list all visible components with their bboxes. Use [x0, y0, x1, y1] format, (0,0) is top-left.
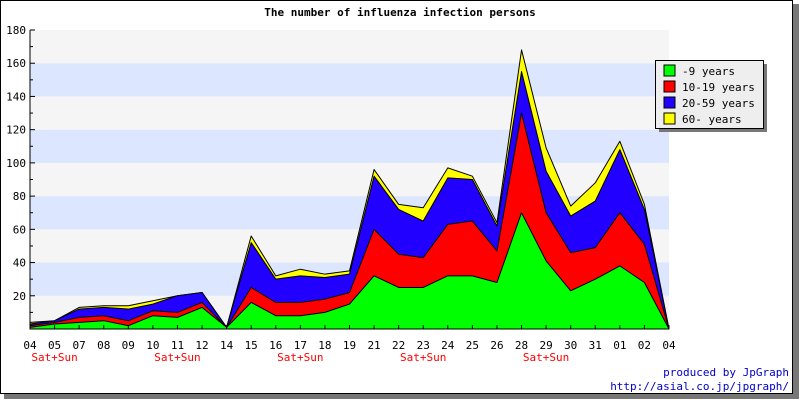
legend-swatch: [663, 96, 676, 109]
footer-credit: produced by JpGraph: [663, 366, 789, 379]
x-tick-label: 11: [171, 339, 184, 352]
x-tick-label: 18: [318, 339, 331, 352]
x-tick-label: 16: [269, 339, 282, 352]
weekend-label: Sat+Sun: [400, 351, 446, 364]
x-tick-label: 21: [367, 339, 380, 352]
y-tick-label: 80: [13, 190, 26, 203]
x-tick-label: 31: [589, 339, 602, 352]
weekend-label: Sat+Sun: [31, 351, 77, 364]
x-tick-label: 29: [539, 339, 552, 352]
x-tick-label: 23: [417, 339, 430, 352]
x-tick-label: 14: [220, 339, 234, 352]
x-tick-label: 17: [294, 339, 307, 352]
y-tick-label: 40: [13, 257, 26, 270]
grid-band: [30, 129, 669, 163]
weekend-label: Sat+Sun: [523, 351, 569, 364]
x-tick-label: 19: [343, 339, 356, 352]
legend-swatch: [663, 112, 676, 125]
x-tick-labels: 04 05 07 08 09 10 11 12 14 15 16 17 18 19 21 22 23 24 25 26…: [23, 339, 676, 352]
legend-label: -9 years: [682, 65, 735, 78]
x-tick-label: 05: [48, 339, 61, 352]
legend: -9 years 10-19 years 20-59 years 60- years: [655, 60, 767, 132]
x-tick-label: 04: [23, 339, 37, 352]
x-tick-label: 12: [195, 339, 208, 352]
footer-url[interactable]: http://asial.co.jp/jpgraph/: [610, 380, 789, 393]
weekend-label: Sat+Sun: [154, 351, 200, 364]
x-tick-label: 15: [245, 339, 258, 352]
y-tick-label: 100: [6, 157, 26, 170]
area-series: [29, 49, 670, 330]
legend-label: 20-59 years: [682, 97, 755, 110]
grid-band: [30, 96, 669, 130]
weekend-markers: Sat+Sun Sat+Sun Sat+Sun Sat+Sun Sat+Sun: [31, 351, 569, 364]
weekend-label: Sat+Sun: [277, 351, 323, 364]
x-tick-label: 25: [466, 339, 479, 352]
x-tick-label: 02: [638, 339, 651, 352]
legend-swatch: [663, 64, 676, 77]
x-tick-label: 22: [392, 339, 405, 352]
x-tick-label: 24: [441, 339, 455, 352]
y-tick-label: 20: [13, 290, 26, 303]
x-tick-label: 08: [97, 339, 110, 352]
x-tick-label: 26: [490, 339, 503, 352]
y-tick-label: 160: [6, 57, 26, 70]
legend-swatch: [663, 80, 676, 93]
grid-band: [30, 30, 669, 64]
y-tick-label: 180: [6, 24, 26, 37]
x-tick-label: 30: [564, 339, 577, 352]
x-tick-label: 07: [73, 339, 86, 352]
grid-band: [30, 162, 669, 197]
y-tick-label: 120: [6, 124, 26, 137]
axes: [29, 29, 670, 330]
chart-title: The number of influenza infection person…: [264, 6, 536, 19]
x-tick-label: 01: [613, 339, 626, 352]
y-tick-label: 60: [13, 223, 26, 236]
area-series-1: [29, 212, 670, 330]
x-tick-label: 09: [122, 339, 135, 352]
y-tick-label: 140: [6, 90, 26, 103]
y-tick-labels: 20 40 60 80 100 120 140 160 180: [6, 24, 26, 303]
x-tick-label: 10: [146, 339, 159, 352]
legend-label: 10-19 years: [682, 81, 755, 94]
x-tick-label: 04: [662, 339, 676, 352]
x-tick-label: 28: [515, 339, 528, 352]
legend-label: 60- years: [682, 113, 742, 126]
grid-band: [30, 63, 669, 97]
